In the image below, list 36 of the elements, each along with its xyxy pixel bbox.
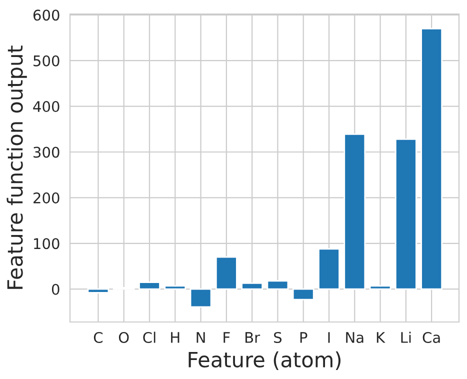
bar (164, 285, 186, 290)
x-axis-title: Feature (atom) (188, 351, 340, 370)
bar (190, 288, 212, 308)
y-tick-label: 0 (52, 284, 60, 295)
bar (266, 280, 289, 290)
x-tick-label: C (94, 332, 103, 344)
x-tick-label: Na (346, 332, 364, 344)
x-tick-label: Li (401, 332, 411, 343)
bar (369, 285, 392, 290)
x-tick-label: H (171, 332, 180, 343)
y-tick-label: 600 (33, 10, 60, 21)
x-tick-label: O (118, 332, 129, 344)
x-tick-label: K (376, 332, 386, 343)
bar (292, 288, 314, 300)
x-tick-label: Br (245, 332, 260, 343)
x-tick-label: Ca (422, 332, 440, 344)
bar (420, 28, 443, 290)
bar (318, 248, 340, 290)
y-tick-label: 300 (34, 146, 60, 158)
bar (394, 138, 417, 290)
y-tick-label: 500 (34, 55, 60, 66)
x-tick-label: P (300, 332, 308, 343)
x-tick-label: S (274, 332, 282, 344)
x-tick-label: F (224, 332, 230, 343)
y-tick-label: 100 (34, 238, 60, 250)
bar (344, 133, 366, 290)
bar (87, 288, 110, 294)
y-tick-label: 400 (33, 101, 60, 112)
bar (215, 256, 238, 290)
x-tick-label: N (196, 332, 205, 343)
x-tick-label: Cl (143, 332, 156, 344)
y-axis-title: Feature function output (6, 46, 27, 289)
y-tick-label: 200 (34, 192, 60, 204)
bar (241, 282, 264, 290)
x-tick-label: I (328, 332, 330, 343)
bar (138, 282, 160, 290)
